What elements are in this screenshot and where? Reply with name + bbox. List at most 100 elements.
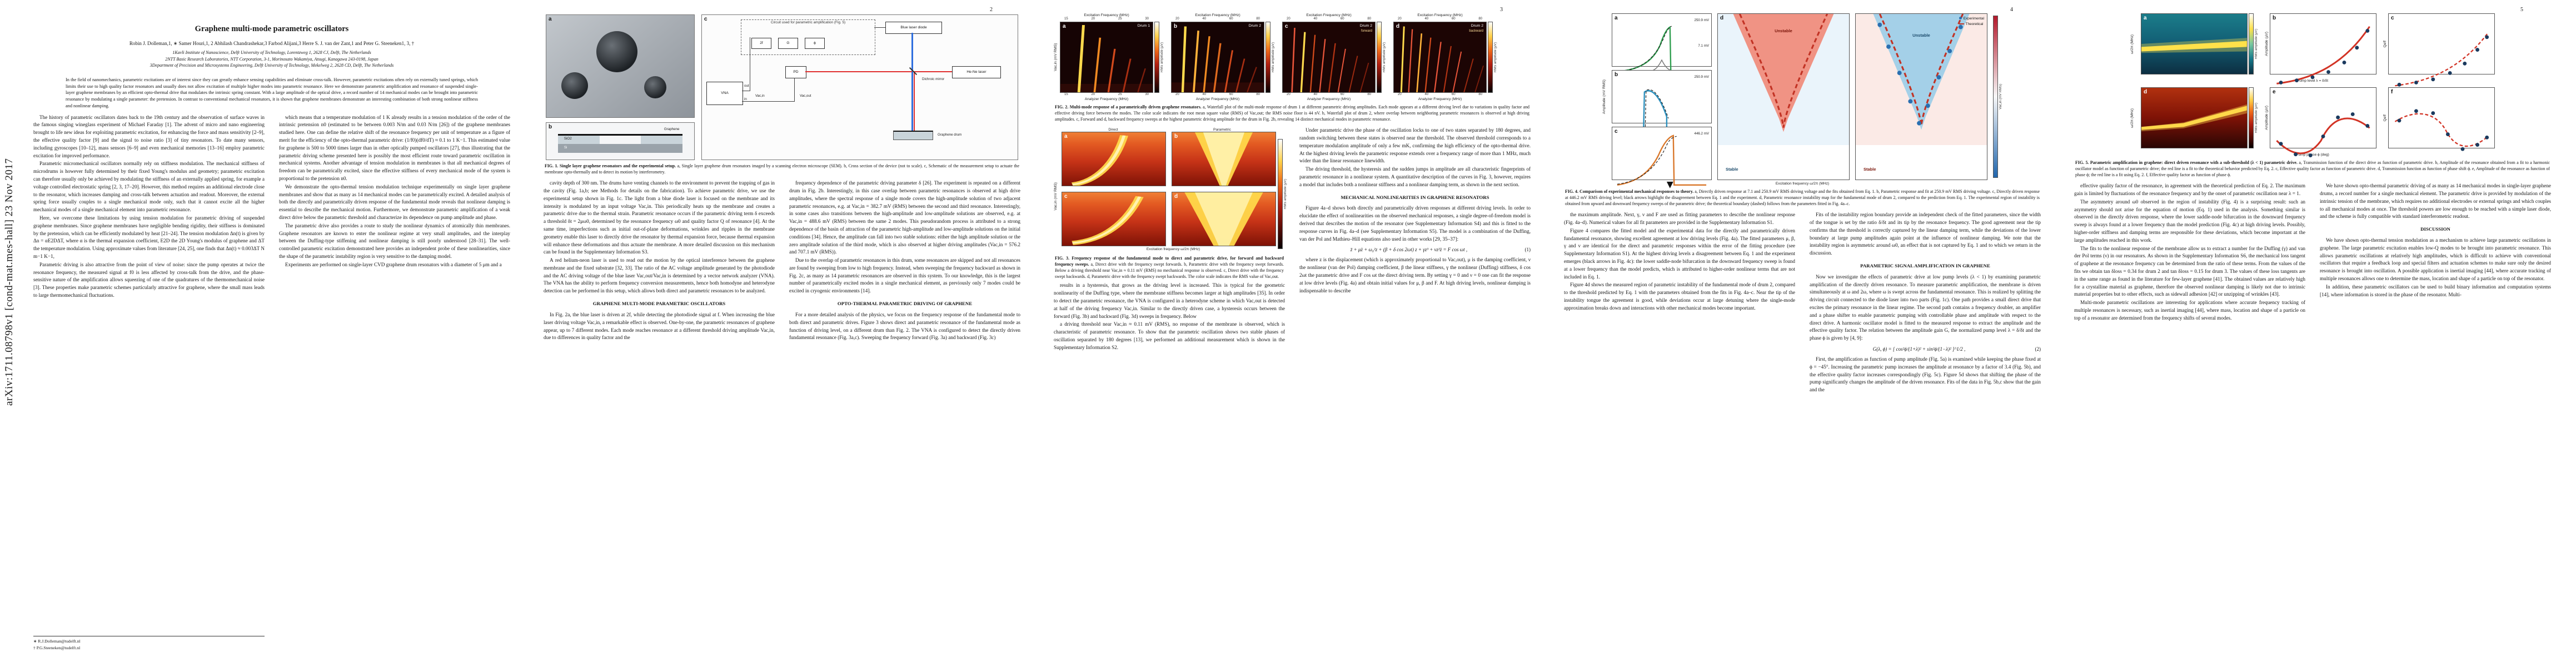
instability-map — [1856, 13, 1987, 145]
paragraph-list: We have shown opto-thermal tension modul… — [2320, 237, 2551, 298]
heatmap-plot-area — [1394, 22, 1486, 92]
paragraph: Figure 4a–d shows both directly and para… — [1299, 205, 1531, 242]
figure-2: Vac,in (mV RMS) Excitation Frequency (MH… — [1054, 13, 1531, 101]
tick-label: 25 — [1118, 17, 1122, 21]
fig4-x-axis-label: Excitation frequency ω/2π (MHz) — [1775, 182, 1830, 186]
page2-column-left: cavity depth of 300 nm. The drums have v… — [544, 180, 775, 342]
abstract: In the field of nanomechanics, parametri… — [66, 77, 478, 108]
frequency-doubler-box: 2f — [751, 38, 771, 49]
paragraph: The parametric drive also provides a rou… — [279, 222, 510, 260]
drum-hole — [644, 76, 666, 99]
fig2-panels: Excitation Frequency (MHz) 15 20 25 30 — [1060, 13, 1531, 101]
fig2-top-axis-label: Excitation Frequency (MHz) — [1306, 13, 1352, 17]
paragraph: For a more detailed analysis of the phys… — [789, 311, 1020, 341]
tick-row: 20 40 60 80 — [1393, 93, 1487, 97]
fig2-bottom-axis-label: Analyzer Frequency (MHz) — [1195, 97, 1240, 101]
transmission-heatmap — [2141, 104, 2247, 132]
paragraph-list: cavity depth of 300 nm. The drums have v… — [544, 180, 775, 295]
tick-label: 80 — [1478, 93, 1482, 96]
equation-1: z̈ + μż + ω₀²z + (β + δ cos 2ωt) z + γz³… — [1299, 247, 1531, 252]
figure-5-caption-text: a, Transmission function of the direct d… — [2075, 160, 2550, 178]
paragraph: A red helium-neon laser is used to read … — [544, 257, 775, 294]
response-plot — [1617, 135, 1707, 188]
figure-4-caption-text: a, Directly driven response at 7.1 and 2… — [1565, 189, 2040, 207]
equation-2-body: G(λ, ϕ) = [ cos²ϕ/(1+λ)² + sin²ϕ/(1−λ)² … — [1872, 346, 1966, 352]
colorbar — [2249, 87, 2254, 148]
heatmap-plot-area — [1172, 22, 1264, 92]
page5-column-left: effective quality factor of the resonanc… — [2074, 182, 2305, 322]
paragraph-list: Under parametric drive the phase of the … — [1299, 127, 1531, 188]
paragraph: The asymmetry around ω0 observed in the … — [2074, 198, 2305, 243]
tick-label: 60 — [1229, 93, 1233, 96]
tick-label: 80 — [1367, 93, 1371, 96]
paragraph-list: Fits of the instability region boundary … — [1810, 211, 2041, 257]
panel-letter: c — [1285, 23, 1288, 29]
page-2: 2 a b Graphene SiO2 Si — [544, 0, 1020, 667]
parametric-amplification-circuit: Circuit used for parametric amplificatio… — [741, 19, 875, 55]
tick-label: 80 — [1478, 17, 1482, 21]
amplifier-box: G — [778, 38, 798, 49]
page-1: Graphene multi-mode parametric oscillato… — [33, 0, 510, 667]
fig3-y-axis-label: Vac,in (mV RMS) — [1054, 182, 1058, 211]
fig2-top-axis-label: Excitation Frequency (MHz) — [1084, 13, 1129, 17]
fig4-legend: Experimental Theoretical — [1959, 16, 1984, 27]
paragraph: results in a hysteresis, that grows as t… — [1054, 282, 1285, 319]
tick-label: 15 — [1064, 93, 1068, 96]
arxiv-banner: arXiv:1711.08798v1 [cond-mat.mes-hall] 2… — [3, 158, 15, 406]
page1-column-right: which means that a temperature modulatio… — [279, 114, 510, 300]
heatmap-plot-area — [1072, 196, 1144, 246]
waterfall-heatmap: a Drum 1 — [1060, 22, 1153, 93]
footnote: † P.G.Steeneken@tudelft.nl — [33, 645, 81, 650]
graphene-label: Graphene — [664, 127, 680, 131]
fig2-panel-d: Excitation Frequency (MHz) 20 40 60 80 — [1393, 13, 1497, 101]
panel-letter: b — [1174, 133, 1178, 140]
footnotes: ∗ R.J.Dolleman@tudelft.nl † P.G.Steeneken… — [33, 635, 265, 651]
figure-1-caption-bold: FIG. 1. Single layer graphene resonators… — [545, 163, 676, 168]
paragraph: Fits of the instability region boundary … — [1810, 212, 2041, 256]
fig5-y-label: ω/2π (MHz) — [2130, 108, 2134, 128]
paragraph: the maximum amplitude. Next, γ, ν and F … — [1564, 212, 1795, 225]
heatmap-plot-area — [1060, 22, 1153, 92]
tick-label: 40 — [1202, 93, 1207, 96]
tick-label: 20 — [1091, 17, 1095, 21]
page2-column-right: frequency dependence of the parametric d… — [789, 180, 1020, 342]
colorbar-label: Vac,in (mV RMS) — [1999, 84, 2002, 109]
paragraph: a driving threshold near Vac,in ≈ 0.11 m… — [1054, 321, 1285, 350]
fig3-panel-c: c — [1062, 192, 1166, 247]
tick-label: 80 — [1256, 93, 1260, 96]
colorbar-label: RMS amplitude (µV) — [1284, 179, 1287, 210]
paragraph-list: In Fig. 2a, the blue laser is driven at … — [544, 311, 775, 342]
drum-label: Drum 2 — [1471, 24, 1483, 28]
footnote: ∗ R.J.Dolleman@tudelft.nl — [33, 638, 81, 644]
affiliation: 3Department of Precision and Microsystem… — [150, 63, 394, 68]
paragraph-list: results in a hysteresis, that grows as t… — [1054, 282, 1285, 351]
instability-map — [1718, 13, 1849, 145]
blue-laser-beam — [911, 33, 913, 131]
page4-column-left: the maximum amplitude. Next, γ, ν and F … — [1564, 211, 1795, 395]
paragraph: In addition, these parametric oscillator… — [2320, 283, 2551, 297]
tick-label: 20 — [1287, 17, 1291, 21]
paragraph-list: where z is the displacement (which is ap… — [1299, 256, 1531, 295]
paragraph: The driving threshold, the hysteresis an… — [1299, 166, 1531, 187]
fig4-panel-d-theory-map: Experimental Theoretical Unstable Stable — [1855, 13, 1987, 180]
heatmap-plot-area — [1184, 192, 1263, 246]
panel-letter: d — [1174, 193, 1178, 200]
fig5-y-label: Qeff — [2383, 40, 2387, 48]
panel-letter: d — [1720, 15, 1724, 21]
section-heading: PARAMETRIC SIGNAL AMPLIFICATION IN GRAPH… — [1860, 262, 1990, 268]
paragraph: Figure 4 compares the fitted model and t… — [1564, 227, 1795, 280]
stable-region-label: Stable — [1864, 167, 1876, 172]
equation-1-number: (1) — [1524, 247, 1531, 253]
tick-label: 60 — [1229, 17, 1233, 21]
section-heading: MECHANICAL NONLINEARITIES IN GRAPHENE RE… — [1341, 194, 1489, 200]
tick-label: 20 — [1175, 93, 1179, 96]
page-3: 3 Vac,in (mV RMS) Excitation Frequency (… — [1054, 0, 1531, 667]
unstable-region-label: Unstable — [1775, 28, 1792, 33]
fig2-panel-c: Excitation Frequency (MHz) 20 40 60 80 — [1282, 13, 1386, 101]
fig4-panels: Amplitude (mV RMS) a 7.1 mV 250.9 mV — [1564, 13, 2041, 188]
fig3-column-title: Parametric — [1213, 128, 1231, 132]
tick-label: 25 — [1118, 93, 1122, 96]
wire — [742, 101, 794, 102]
fig5-panel-f: Qeff f — [2383, 87, 2495, 151]
